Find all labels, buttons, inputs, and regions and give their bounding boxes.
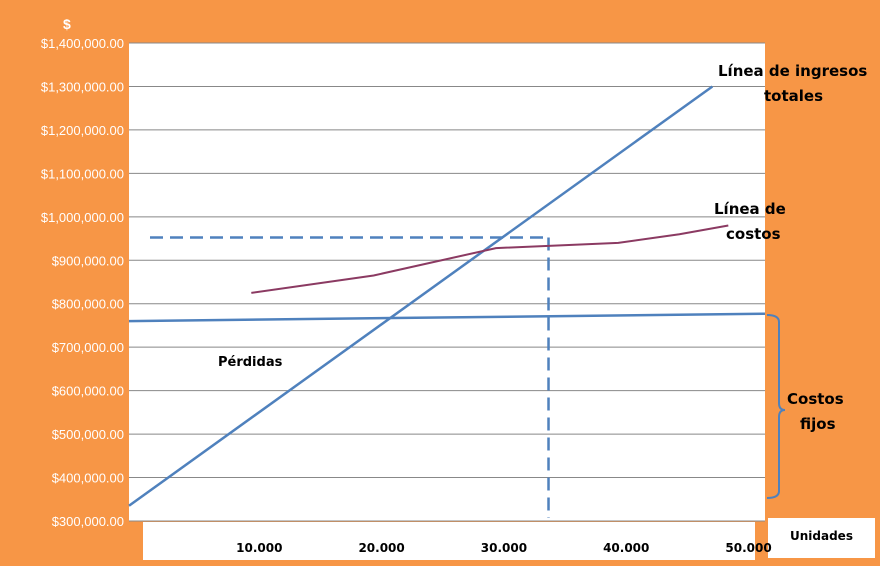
x-tick-label-2: 30.000: [481, 541, 527, 555]
y-axis-ticks: $1,400,000.00 $1,300,000.00 $1,200,000.00 $…: [41, 36, 124, 529]
y-tick-label-0: $1,400,000.00: [41, 36, 124, 51]
x-tick-label-1: 20.000: [358, 541, 404, 555]
plot-area: [129, 43, 765, 521]
x-axis-label: Unidades: [790, 529, 853, 543]
x-axis-title-box: [768, 518, 875, 558]
y-tick-label-11: $300,000.00: [52, 514, 124, 529]
x-tick-label-3: 40.000: [603, 541, 649, 555]
y-tick-label-7: $700,000.00: [52, 340, 124, 355]
fixed-costs-label-2: fijos: [800, 415, 836, 433]
revenue-line: [128, 85, 714, 507]
x-axis-ticks: 10.000 20.000 30.000 40.000 50.000: [236, 541, 772, 555]
fixed-costs-label-1: Costos: [787, 390, 844, 408]
fixed-costs-brace: [766, 314, 786, 499]
cost-line-label-1: Línea de: [714, 200, 786, 218]
cost-line-label-2: costos: [726, 225, 781, 243]
y-tick-label-4: $1,000,000.00: [41, 210, 124, 225]
y-tick-label-6: $800,000.00: [52, 297, 124, 312]
revenue-line-label-1: Línea de ingresos: [718, 62, 867, 80]
x-axis-band: [143, 522, 755, 560]
gridlines: [129, 42, 765, 522]
x-tick-label-4: 50.000: [725, 541, 771, 555]
y-tick-label-5: $900,000.00: [52, 253, 124, 268]
y-tick-label-2: $1,200,000.00: [41, 123, 124, 138]
y-axis-label: $: [63, 16, 71, 32]
losses-label: Pérdidas: [218, 355, 283, 370]
y-tick-label-1: $1,300,000.00: [41, 79, 124, 94]
y-tick-label-9: $500,000.00: [52, 427, 124, 442]
series-lines: [128, 85, 766, 518]
y-tick-label-8: $600,000.00: [52, 384, 124, 399]
y-tick-label-3: $1,100,000.00: [41, 166, 124, 181]
fixed-cost-line: [128, 312, 766, 323]
cost-line: [251, 224, 729, 294]
revenue-line-label-2: totales: [764, 87, 823, 105]
y-tick-label-10: $400,000.00: [52, 471, 124, 486]
x-tick-label-0: 10.000: [236, 541, 282, 555]
